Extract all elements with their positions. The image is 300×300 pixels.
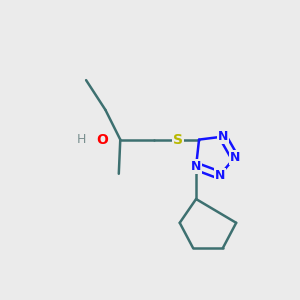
Text: S: S — [173, 133, 183, 147]
Text: N: N — [215, 169, 225, 182]
Text: N: N — [191, 160, 201, 173]
Text: O: O — [97, 133, 108, 147]
Text: H: H — [77, 133, 86, 146]
Text: N: N — [230, 151, 240, 164]
Text: N: N — [218, 130, 228, 143]
